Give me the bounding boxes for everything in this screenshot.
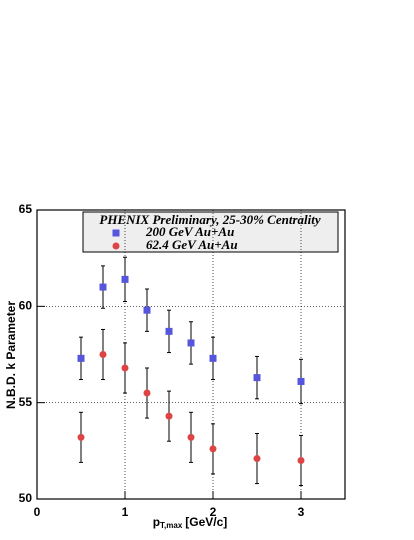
x-label-main: p xyxy=(153,515,160,529)
data-point xyxy=(77,354,85,362)
data-point xyxy=(165,412,173,420)
data-point xyxy=(209,445,217,453)
y-axis-label: N.B.D. k Parameter xyxy=(4,301,18,409)
x-tick-label: 1 xyxy=(122,505,129,519)
x-label-unit: [GeV/c] xyxy=(185,515,227,529)
data-point xyxy=(297,377,305,385)
data-point xyxy=(209,354,217,362)
x-tick-label: 3 xyxy=(298,505,305,519)
data-point xyxy=(143,306,151,314)
legend-marker xyxy=(112,242,120,250)
plot-frame xyxy=(36,209,346,500)
y-tick-label: 50 xyxy=(19,491,33,505)
data-point xyxy=(143,389,151,397)
x-label-sub: T,max xyxy=(160,521,183,530)
y-tick-label: 55 xyxy=(19,395,33,409)
legend-label: 200 GeV Au+Au xyxy=(145,224,234,239)
data-point xyxy=(253,455,261,463)
data-point xyxy=(121,364,129,372)
x-axis-label: pT,max [GeV/c] xyxy=(153,515,228,530)
legend-title: PHENIX Preliminary, 25-30% Centrality xyxy=(99,212,320,227)
data-point xyxy=(165,327,173,335)
data-point xyxy=(187,339,195,347)
data-point xyxy=(99,351,107,358)
data-point xyxy=(297,456,305,464)
data-point xyxy=(77,433,85,441)
y-tick-label: 65 xyxy=(19,202,33,216)
data-point xyxy=(121,275,129,283)
x-tick-label: 0 xyxy=(34,505,41,519)
data-point xyxy=(187,433,195,441)
data-point xyxy=(253,374,261,382)
x-tick-label: 2 xyxy=(210,505,217,519)
legend-box xyxy=(82,211,339,253)
y-tick-label: 60 xyxy=(19,299,33,313)
data-point xyxy=(99,283,107,291)
legend-label: 62.4 GeV Au+Au xyxy=(146,237,238,252)
legend-marker xyxy=(112,229,120,237)
